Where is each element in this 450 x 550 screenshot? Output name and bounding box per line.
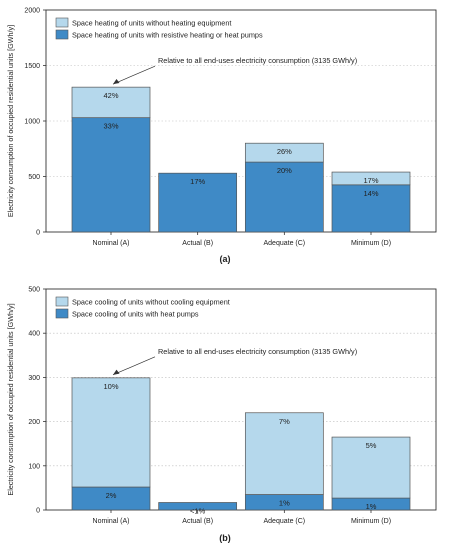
- bar-segment: [331, 171, 411, 186]
- x-tick-label: Adequate (C): [264, 518, 306, 525]
- legend-swatch: [55, 296, 69, 307]
- y-axis-label: Electricity consumption of occupied resi…: [6, 25, 15, 217]
- data-label: 7%: [279, 417, 290, 426]
- data-label: 42%: [103, 91, 118, 100]
- annotation-text: Relative to all end-uses electricity con…: [158, 56, 357, 65]
- data-label: 10%: [103, 382, 118, 391]
- bar-segment: [71, 86, 151, 119]
- legend-swatch: [55, 29, 69, 40]
- panel-caption: (a): [220, 254, 231, 264]
- annotation-arrow: [112, 65, 156, 85]
- data-label: 5%: [366, 441, 377, 450]
- x-tick-label: Minimum (D): [351, 240, 391, 247]
- bar-segment: [158, 172, 238, 233]
- y-tick-label: 1000: [24, 119, 40, 126]
- bar-segment: [331, 436, 411, 499]
- legend-label: Space cooling of units without cooling e…: [72, 298, 230, 307]
- plot-frame: [45, 288, 437, 511]
- data-label: 17%: [190, 177, 205, 186]
- data-label: 2%: [106, 491, 117, 500]
- bar-segment: [71, 377, 151, 488]
- y-tick-label: 300: [28, 375, 40, 382]
- y-tick-label: 200: [28, 419, 40, 426]
- annotation-arrow: [112, 356, 156, 376]
- y-tick-label: 2000: [24, 8, 40, 15]
- y-tick-label: 500: [28, 174, 40, 181]
- bar-segment: [71, 117, 151, 233]
- legend-label: Space heating of units without heating e…: [72, 19, 231, 28]
- bar-segment: [244, 412, 324, 495]
- y-axis-label: Electricity consumption of occupied resi…: [6, 303, 15, 495]
- data-label: 17%: [363, 176, 378, 185]
- bar-segment: [331, 184, 411, 233]
- bar-segment: [244, 142, 324, 163]
- y-tick-label: 500: [28, 287, 40, 294]
- annotation-text: Relative to all end-uses electricity con…: [158, 347, 357, 356]
- y-tick-label: 0: [36, 508, 40, 515]
- data-label: 26%: [277, 147, 292, 156]
- data-label: 1%: [279, 499, 290, 508]
- data-label: 33%: [103, 122, 118, 131]
- data-label: 14%: [363, 189, 378, 198]
- bar-segment: [244, 161, 324, 233]
- annotation-arrowhead: [113, 369, 120, 375]
- annotation-arrowhead: [113, 78, 120, 85]
- y-tick-label: 100: [28, 463, 40, 470]
- chart-panel-b: 0 100 200 300 400 500 Electricity consumption …: [6, 287, 437, 543]
- data-label: 1%: [366, 502, 377, 511]
- y-tick-label: 400: [28, 331, 40, 338]
- data-label: 20%: [277, 166, 292, 175]
- x-tick-label: Nominal (A): [93, 518, 130, 525]
- chart-panel-a: 0 500 1000 1500 2000 Electricity consumption …: [6, 8, 437, 264]
- x-tick-label: Minimum (D): [351, 518, 391, 525]
- y-tick-label: 1500: [24, 63, 40, 70]
- x-tick-label: Nominal (A): [93, 240, 130, 247]
- x-tick-label: Actual (B): [182, 240, 213, 247]
- panel-caption: (b): [219, 533, 231, 543]
- plot-frame: [45, 9, 437, 233]
- x-tick-label: Actual (B): [182, 518, 213, 525]
- legend-label: Space cooling of units with heat pumps: [72, 310, 199, 319]
- y-tick-label: 0: [36, 230, 40, 237]
- legend-swatch: [55, 17, 69, 28]
- legend-label: Space heating of units with resistive he…: [72, 31, 263, 40]
- legend-swatch: [55, 308, 69, 319]
- x-tick-label: Adequate (C): [264, 240, 306, 247]
